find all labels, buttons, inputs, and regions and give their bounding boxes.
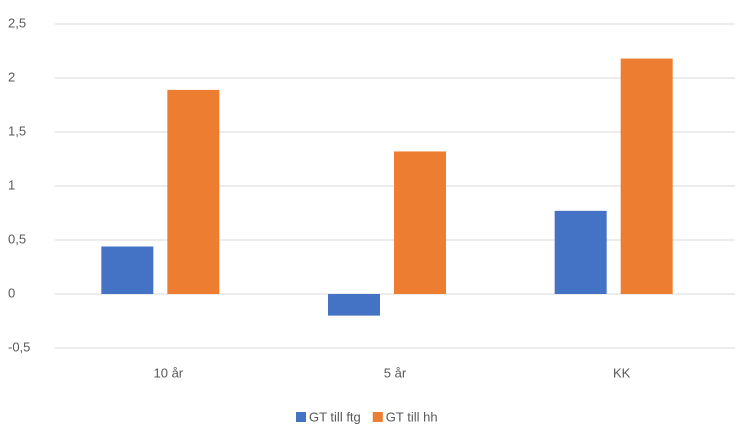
y-tick-label: 2: [8, 69, 15, 84]
x-tick-label: 10 år: [154, 365, 184, 380]
bar: [328, 294, 380, 316]
y-tick-label: 2,5: [8, 15, 26, 30]
y-tick-label: -0,5: [8, 339, 30, 354]
bar: [101, 246, 154, 294]
bar: [394, 151, 446, 294]
x-tick-label: 5 år: [384, 365, 407, 380]
y-tick-label: 1: [8, 177, 15, 192]
legend-swatch: [296, 412, 306, 422]
y-tick-label: 0,5: [8, 231, 26, 246]
x-tick-label: KK: [613, 365, 631, 380]
bar: [554, 210, 607, 294]
legend-label: GT till ftg: [309, 409, 361, 424]
y-tick-label: 0: [8, 285, 15, 300]
y-tick-label: 1,5: [8, 123, 26, 138]
bar: [620, 58, 673, 295]
bar: [167, 89, 220, 294]
legend-label: GT till hh: [386, 409, 438, 424]
legend-swatch: [372, 412, 383, 422]
